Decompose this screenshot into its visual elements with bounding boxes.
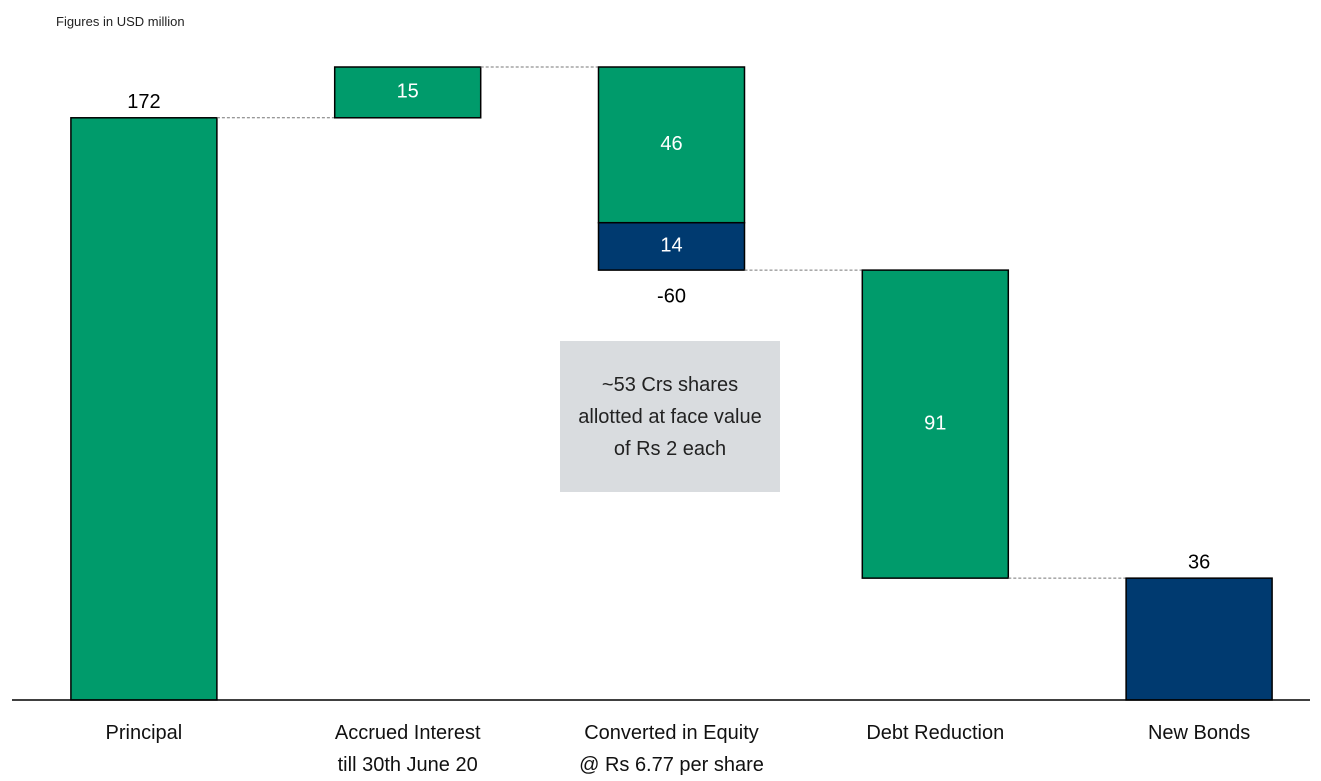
- bar: [1125, 577, 1273, 701]
- value-label: 172: [127, 91, 160, 113]
- x-tick-label: New Bonds: [1147, 722, 1251, 744]
- value-label: 14: [660, 235, 682, 257]
- value-label: 36: [1188, 551, 1210, 573]
- bar: [70, 117, 218, 701]
- value-label: 91: [924, 412, 946, 434]
- x-tick-label: Debt Reduction: [866, 722, 1005, 744]
- annotation: ~53 Crs shares allotted at face value of…: [560, 341, 780, 492]
- value-label: 15: [397, 81, 419, 103]
- x-tick-label: Accrued Interest till 30th June 20: [334, 722, 481, 776]
- value-label: 46: [660, 133, 682, 155]
- x-tick-label: Converted in Equity @ Rs 6.77 per share: [579, 722, 764, 776]
- x-tick-label: Principal: [105, 722, 183, 744]
- bar: [597, 66, 746, 224]
- bar: [597, 221, 746, 271]
- bar: [333, 66, 482, 119]
- bar: [861, 269, 1010, 579]
- subtitle: Figures in USD million: [56, 14, 185, 29]
- net-label: -60: [657, 285, 686, 307]
